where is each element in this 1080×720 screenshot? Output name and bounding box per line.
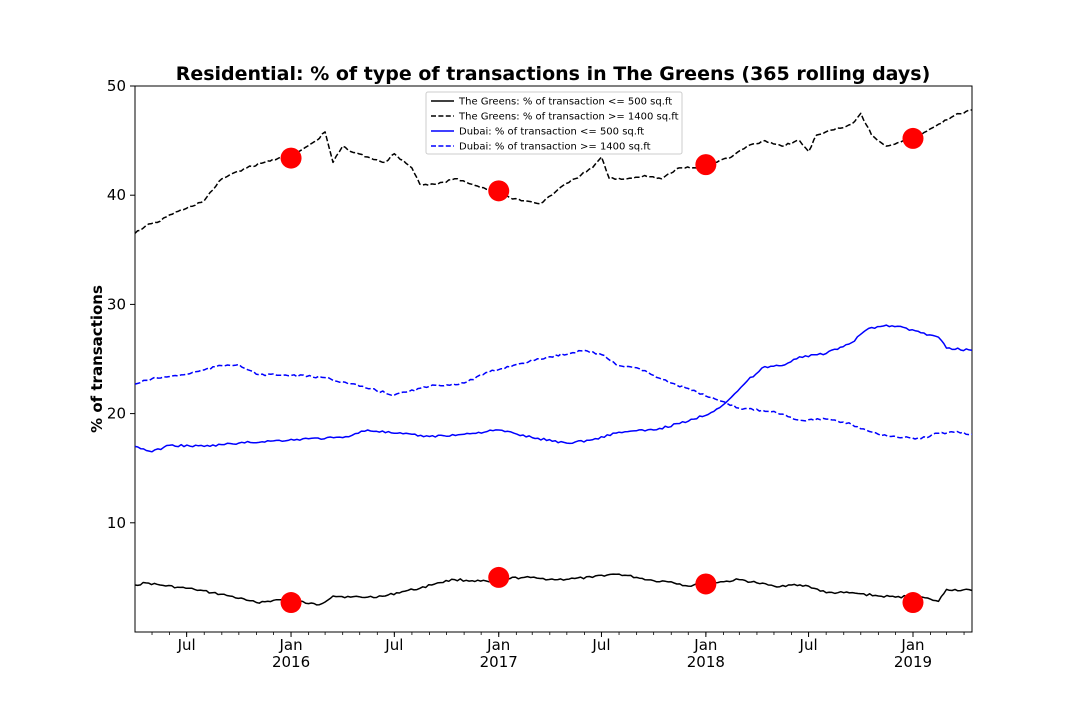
x-tick-label: Jul [591,636,610,654]
marker-layer [280,127,924,614]
legend: The Greens: % of transaction <= 500 sq.f… [425,91,683,155]
legend-entry-label: Dubai: % of transaction >= 1400 sq.ft [459,142,651,153]
x-tick-label: Jul [799,636,818,654]
y-axis-label: % of transactions [88,285,106,433]
series-layer [134,109,973,606]
y-axis: 10 20 30 40 50 [107,77,135,532]
x-tick-label: Jan [900,636,924,654]
x-tick-label: Jul [177,636,196,654]
red-marker [695,573,717,595]
series-line-2 [134,109,973,234]
x-tick-label: Jul [384,636,403,654]
y-tick-label: 20 [107,405,126,423]
legend-entry-label: The Greens: % of transaction <= 500 sq.f… [458,97,672,108]
y-tick-label: 30 [107,295,126,313]
x-tick-label: Jan [278,636,302,654]
legend-entry-label: The Greens: % of transaction >= 1400 sq.… [458,112,679,123]
chart-title: Residential: % of type of transactions i… [176,63,931,85]
x-tick-label: Jan [693,636,717,654]
x-tick-label: Jan [486,636,510,654]
x-tick-year-label: 2017 [480,653,518,671]
plot-area-frame [134,85,973,633]
series-line-3 [134,324,973,453]
x-tick-year-label: 2019 [894,653,932,671]
y-tick-label: 40 [107,186,126,204]
red-marker [280,147,302,169]
red-marker [902,127,924,149]
series-line-4 [134,349,973,440]
legend-box [425,91,683,155]
x-tick-year-label: 2018 [687,653,725,671]
legend-entry-label: Dubai: % of transaction <= 500 sq.ft [459,127,644,138]
red-marker [902,592,924,614]
x-tick-year-label: 2016 [272,653,310,671]
y-tick-label: 10 [107,514,126,532]
y-tick-label: 50 [107,77,126,95]
series-line-1 [134,573,973,606]
red-marker [488,566,510,588]
red-marker [695,154,717,176]
red-marker [280,592,302,614]
red-marker [488,180,510,202]
